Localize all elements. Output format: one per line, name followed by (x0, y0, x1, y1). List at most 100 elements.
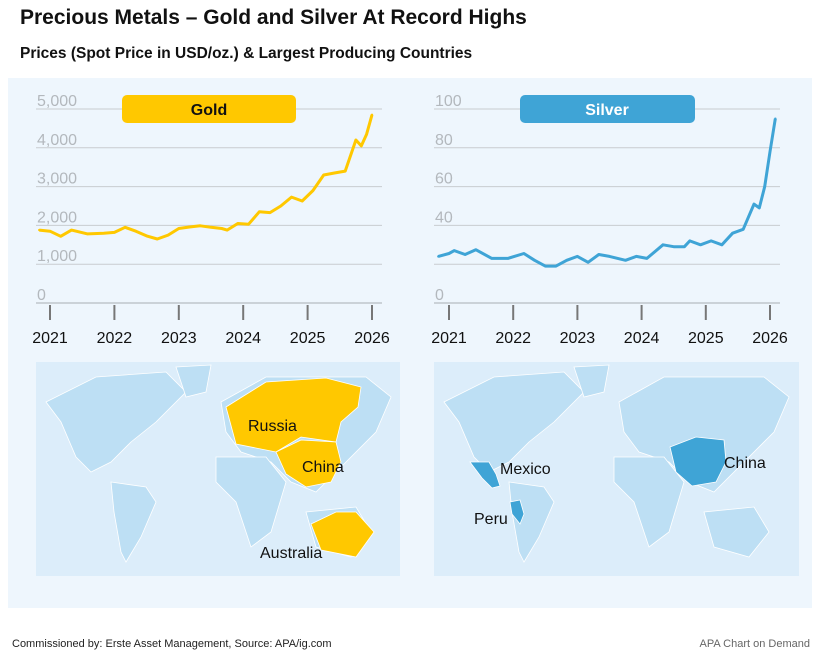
silver-data-point (672, 245, 675, 248)
africa-shape (215, 456, 287, 548)
page-title: Precious Metals – Gold and Silver At Rec… (20, 6, 527, 29)
silver-data-point (463, 253, 467, 256)
silver-ytick-label: 0 (435, 287, 444, 304)
australia-shape (703, 506, 770, 558)
map-label-mexico: Mexico (500, 461, 551, 478)
gold-data-point (166, 233, 170, 237)
silver-data-point (709, 239, 713, 243)
silver-badge (520, 95, 695, 123)
gold-xtick-label: 2025 (290, 330, 326, 347)
gold-price-line (39, 114, 374, 241)
map-label-china: China (724, 455, 766, 472)
map-label-australia: Australia (260, 545, 322, 562)
silver-data-point (554, 264, 558, 268)
silver-data-point (597, 253, 600, 256)
greenland-shape (573, 364, 610, 398)
gold-ytick-label: 4,000 (37, 132, 77, 149)
credit-note: APA Chart on Demand (699, 638, 810, 650)
silver-data-point (474, 248, 477, 251)
gold-data-point (360, 144, 363, 148)
gold-data-point (86, 232, 89, 236)
silver-data-point (608, 255, 611, 258)
silver-price-line (437, 118, 777, 268)
gold-ytick-label: 2,000 (37, 209, 77, 226)
silver-data-point (752, 202, 756, 206)
gold-data-point (311, 189, 315, 192)
greenland-shape (175, 364, 212, 398)
silver-badge-label: Silver (585, 102, 629, 119)
silver-data-point (565, 259, 568, 262)
silver-data-point (763, 185, 766, 188)
gold-data-point (59, 235, 62, 238)
silver-data-point (774, 117, 777, 120)
map-label-china: China (302, 459, 344, 476)
gold-data-point (333, 171, 336, 175)
silver-producers-map: Mexico Peru China (434, 362, 799, 576)
russia-highlight (225, 377, 362, 453)
silver-data-point (742, 228, 745, 231)
silver-data-point (688, 239, 691, 243)
gold-data-point (343, 169, 347, 173)
gold-data-point (188, 225, 191, 229)
silver-ytick-label: 80 (435, 132, 453, 149)
gold-badge (122, 95, 296, 123)
gold-data-point (177, 227, 180, 230)
silver-data-point (699, 243, 702, 246)
silver-xtick-label: 2024 (624, 330, 660, 347)
silver-data-point (645, 257, 649, 260)
gold-data-point (220, 227, 223, 230)
silver-xtick-label: 2022 (495, 330, 531, 347)
gold-xtick-label: 2026 (354, 330, 390, 347)
gold-ytick-label: 5,000 (37, 93, 77, 110)
gold-data-point (48, 230, 52, 233)
south-america-shape (110, 481, 157, 563)
gold-data-point (268, 211, 272, 214)
gold-data-point (225, 228, 229, 232)
silver-ytick-label: 40 (435, 209, 453, 226)
gold-data-point (236, 222, 240, 225)
silver-data-point (624, 259, 627, 262)
australia-highlight (310, 511, 375, 558)
silver-data-point (731, 231, 734, 235)
gold-data-point (279, 204, 282, 208)
gold-data-point (123, 226, 127, 229)
silver-data-point (533, 259, 536, 262)
gold-data-point (258, 210, 261, 214)
peru-highlight (509, 499, 525, 525)
gold-data-point (199, 224, 202, 227)
gold-data-point (322, 173, 325, 177)
gold-data-point (301, 199, 304, 203)
gold-xtick-label: 2023 (161, 330, 197, 347)
silver-data-point (453, 249, 456, 252)
silver-data-point (768, 150, 772, 153)
gold-data-point (102, 231, 105, 235)
gold-xtick-label: 2022 (97, 330, 133, 347)
silver-data-point (544, 264, 547, 268)
mexico-highlight (469, 461, 501, 489)
eurasia-shape (618, 376, 790, 493)
silver-data-point (576, 255, 579, 258)
silver-data-point (506, 257, 510, 260)
gold-data-point (70, 228, 73, 232)
gold-data-point (134, 230, 138, 233)
gold-data-point (354, 138, 358, 142)
gold-data-point (290, 195, 293, 199)
north-america-shape (45, 371, 187, 473)
silver-xtick-label: 2026 (752, 330, 788, 347)
gold-data-point (156, 237, 159, 241)
gold-data-point (145, 234, 148, 238)
silver-ytick-label: 100 (435, 93, 462, 110)
china-highlight (669, 436, 727, 487)
china-highlight (275, 439, 342, 488)
north-america-shape (443, 371, 585, 473)
gold-producers-map: Russia China Australia (36, 362, 400, 576)
silver-xtick-label: 2025 (688, 330, 724, 347)
silver-data-point (522, 252, 526, 255)
gold-xtick-label: 2021 (32, 330, 68, 347)
silver-data-point (683, 245, 686, 248)
silver-data-point (635, 255, 638, 258)
gold-ytick-label: 1,000 (37, 248, 77, 265)
map-label-russia: Russia (248, 418, 297, 435)
gold-data-point (209, 226, 213, 229)
